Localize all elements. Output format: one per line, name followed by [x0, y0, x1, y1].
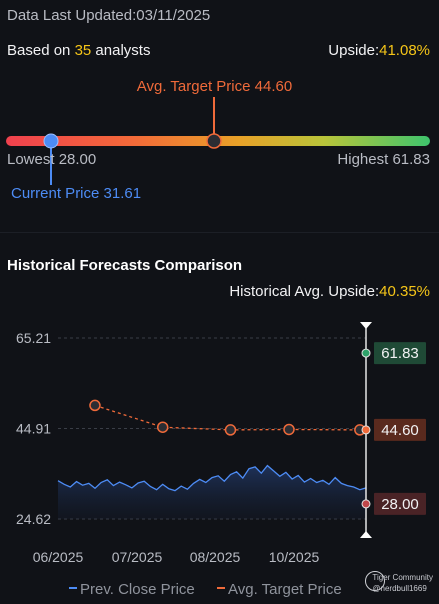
- upside-label: Upside:: [328, 42, 380, 59]
- upside-value: 41.08%: [379, 42, 430, 59]
- legend-prev-close-label: Prev. Close Price: [80, 581, 195, 598]
- avg-marker-label: 44.60: [381, 422, 419, 439]
- y-tick-label: 65.21: [16, 330, 51, 346]
- legend-prev-close[interactable]: Prev. Close Price: [69, 581, 195, 598]
- avg-target-marker: [206, 133, 222, 149]
- watermark-user: @nerdbull1669: [372, 584, 427, 593]
- historical-upside-text: Historical Avg. Upside:40.35%: [229, 283, 430, 300]
- watermark: Tiger Community @nerdbull1669: [372, 572, 433, 594]
- avg-target-point: [224, 424, 237, 436]
- analyst-count-text: Based on 35 analysts: [7, 42, 150, 59]
- low-marker-label: 28.00: [381, 496, 419, 513]
- legend-avg-target-swatch: [217, 587, 225, 590]
- cursor-bottom-triangle: [360, 531, 372, 538]
- legend-avg-target[interactable]: Avg. Target Price: [217, 581, 342, 598]
- data-updated-text: Data Last Updated:03/11/2025: [7, 7, 210, 24]
- section-divider: [0, 232, 439, 233]
- cursor-top-triangle: [360, 322, 372, 329]
- avg-target-point: [89, 399, 101, 412]
- prev-close-area: [58, 465, 366, 519]
- avg-marker-box: [374, 418, 426, 441]
- historical-upside-value: 40.35%: [379, 283, 430, 300]
- x-tick-label: 08/2025: [190, 549, 241, 565]
- current-price-label: Current Price 31.61: [11, 185, 142, 202]
- historical-upside-label: Historical Avg. Upside:: [229, 283, 380, 300]
- based-prefix: Based on: [7, 42, 75, 59]
- y-tick-label: 44.91: [16, 421, 51, 437]
- based-suffix: analysts: [91, 42, 151, 59]
- x-tick-label: 07/2025: [112, 549, 163, 565]
- high-marker-label: 61.83: [381, 345, 419, 362]
- avg-marker-dot: [361, 425, 371, 435]
- legend-prev-close-swatch: [69, 587, 77, 590]
- low-marker-box: [374, 492, 426, 515]
- avg-target-point: [156, 421, 169, 433]
- high-marker-box: [374, 342, 426, 365]
- tiger-logo-icon: [365, 571, 385, 591]
- updated-date: 03/11/2025: [136, 7, 211, 24]
- highest-price-label: Highest 61.83: [337, 151, 430, 168]
- high-marker-dot: [361, 348, 371, 358]
- updated-label: Data Last Updated:: [7, 7, 137, 24]
- x-tick-label: 10/2025: [269, 549, 320, 565]
- lowest-price-label: Lowest 28.00: [7, 151, 97, 168]
- low-marker-dot: [361, 499, 371, 509]
- avg-target-point: [283, 423, 295, 436]
- legend-avg-target-label: Avg. Target Price: [228, 581, 342, 598]
- x-tick-label: 06/2025: [33, 549, 84, 565]
- watermark-brand: Tiger Community: [372, 573, 433, 582]
- y-tick-label: 24.62: [16, 511, 51, 527]
- historical-forecast-chart: 65.21 44.91 24.62 06/2025 07/2025 08/2025 10/…: [16, 322, 426, 565]
- upside-text: Upside:41.08%: [328, 42, 430, 59]
- avg-target-label: Avg. Target Price 44.60: [136, 78, 293, 95]
- historical-title: Historical Forecasts Comparison: [7, 257, 243, 274]
- analyst-count: 35: [74, 42, 92, 59]
- current-price-marker: [43, 133, 59, 149]
- prev-close-line: [57, 464, 367, 492]
